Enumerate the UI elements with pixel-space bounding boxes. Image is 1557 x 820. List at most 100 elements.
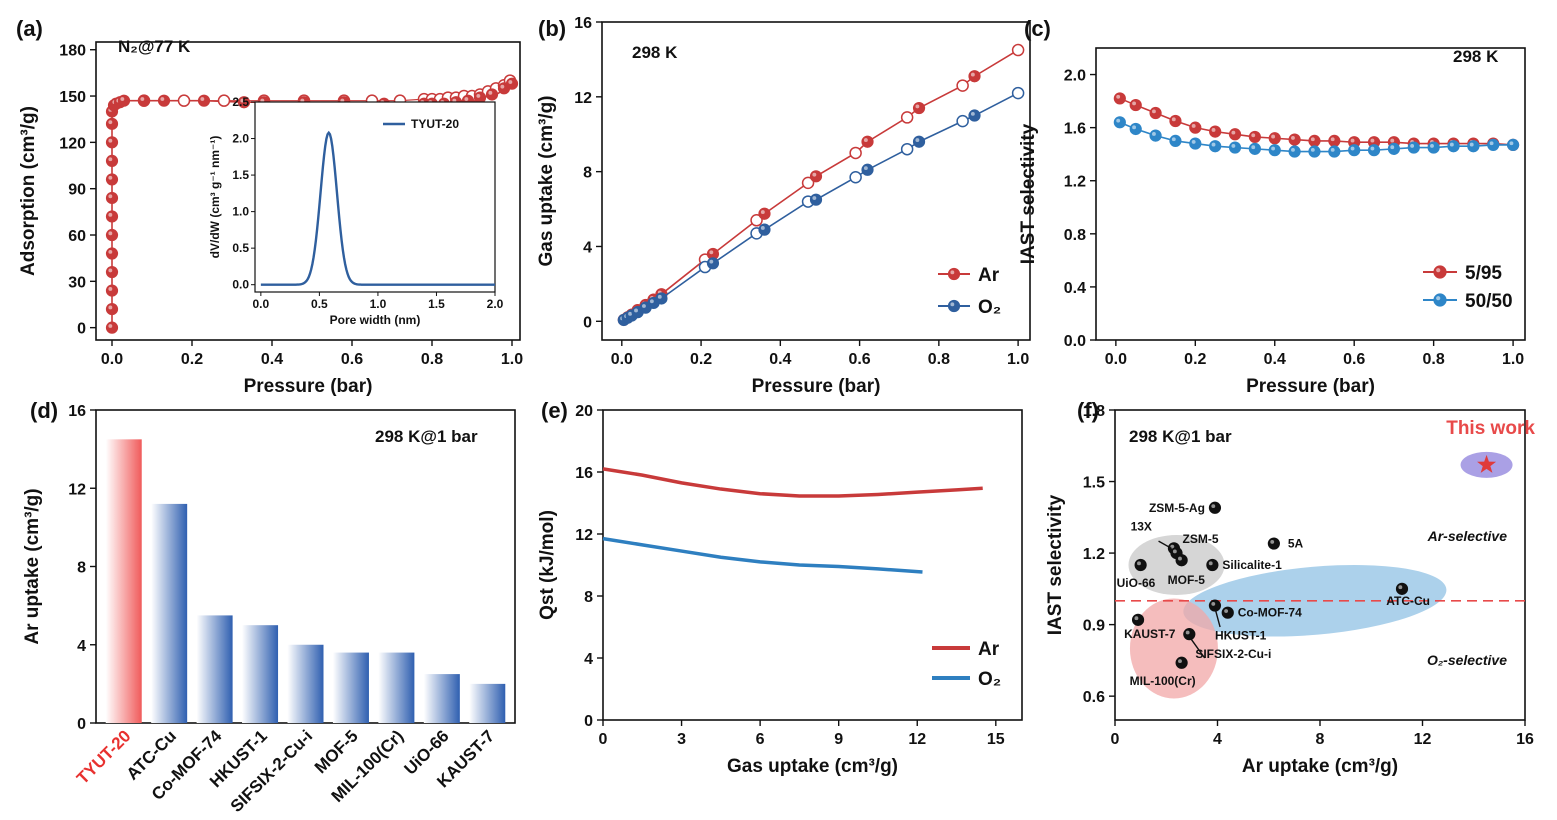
panel-label: (d) — [30, 398, 58, 423]
data-point — [1328, 134, 1341, 148]
adsorption-point — [197, 94, 211, 107]
adsorption-point — [485, 88, 499, 101]
x-tick-label: 0.4 — [1264, 351, 1286, 368]
adsorption-point-highlight — [812, 196, 817, 200]
panel-e: 0 3 6 9 12 15 0 4 8 12 16 20 Gas uptake (cm³/g) Qst (… — [537, 398, 1023, 777]
adsorption-point-highlight — [970, 111, 975, 116]
bar — [151, 503, 188, 723]
x-tick-label: 0.8 — [928, 351, 950, 368]
y-tick-label: 4 — [77, 638, 86, 655]
bar — [287, 644, 324, 723]
adsorption-point-highlight — [970, 72, 975, 77]
y-tick-label: 0 — [77, 321, 86, 338]
data-point-highlight — [1211, 504, 1216, 509]
x-tick-label: 1.0 — [1007, 351, 1029, 368]
point-label: ZSM-5-Ag — [1149, 501, 1205, 515]
data-point-highlight — [1191, 124, 1196, 128]
data-point-highlight — [1449, 142, 1454, 147]
adsorption-point-highlight — [760, 226, 765, 230]
x-tick-label: 6 — [756, 731, 765, 748]
adsorption-point — [968, 109, 981, 122]
region-label: O₂-selective — [1427, 652, 1507, 668]
y-tick-label: 0.6 — [1083, 689, 1105, 706]
series-1: O₂ — [617, 86, 1025, 327]
adsorption-point — [117, 94, 131, 107]
adsorption-point-highlight — [476, 94, 481, 98]
panel-c: 0.0 0.2 0.4 0.6 0.8 1.0 0.0 0.4 0.8 1.2 1.6 2.0 Pres… — [1018, 16, 1526, 397]
legend-marker — [947, 299, 961, 313]
y-tick-label: 1.2 — [1083, 546, 1105, 563]
series-line — [602, 467, 983, 498]
x-tick-label: 12 — [1414, 731, 1432, 748]
y-axis-label: Ar uptake (cm³/g) — [22, 488, 43, 644]
pointer-arrow — [1158, 540, 1172, 549]
desorption-point — [956, 79, 969, 92]
data-point-highlight — [1211, 601, 1216, 606]
y-tick-label: 150 — [59, 89, 86, 106]
y-tick-label: 4 — [583, 239, 592, 256]
x-tick-label: 16 — [1516, 731, 1534, 748]
desorption-point — [801, 176, 815, 190]
adsorption-point — [968, 70, 981, 83]
x-tick-label: 0.0 — [1105, 351, 1127, 368]
data-point-highlight — [1271, 134, 1276, 139]
bar — [196, 615, 233, 723]
adsorption-point — [105, 265, 119, 279]
bar — [332, 652, 369, 723]
data-point — [1268, 132, 1281, 145]
adsorption-point-highlight — [628, 311, 632, 316]
point-label: Silicalite-1 — [1222, 558, 1282, 572]
series-1: 50/50 — [1113, 116, 1520, 312]
adsorption-point — [105, 136, 119, 149]
x-axis-label: Pressure (bar) — [244, 376, 373, 397]
y-axis-label: IAST selectivity — [1045, 494, 1066, 635]
adsorption-point-highlight — [108, 305, 113, 310]
series-line — [623, 92, 1019, 321]
data-point — [1348, 144, 1361, 157]
data-point — [1175, 554, 1188, 567]
inset-x-tick-label: 1.5 — [428, 297, 445, 311]
x-tick-label: 8 — [1316, 731, 1325, 748]
y-tick-label: 16 — [575, 465, 593, 482]
data-point-highlight — [1171, 137, 1176, 142]
x-tick-label: 0.6 — [848, 351, 870, 368]
adsorption-point-highlight — [863, 166, 868, 171]
data-point — [1427, 141, 1440, 154]
x-tick-label: 0.4 — [261, 351, 283, 368]
pointer-arrow — [1214, 607, 1221, 628]
y-tick-label: 16 — [68, 403, 86, 420]
inset-x-tick-label: 2.0 — [487, 297, 504, 311]
x-tick-label: 0.0 — [611, 351, 633, 368]
data-point — [1149, 129, 1162, 142]
data-point-highlight — [1172, 549, 1177, 554]
bar — [423, 674, 460, 723]
adsorption-point-highlight — [649, 299, 654, 304]
y-tick-label: 120 — [59, 135, 86, 152]
adsorption-point-highlight — [160, 97, 165, 101]
data-point-highlight — [1178, 556, 1182, 561]
panel-label: (a) — [16, 16, 43, 41]
y-tick-label: 8 — [583, 165, 592, 182]
x-tick-label: 0.6 — [1343, 351, 1365, 368]
adsorption-point-highlight — [108, 287, 113, 291]
legend-marker-highlight — [1436, 296, 1441, 301]
adsorption-point — [912, 135, 926, 148]
y-tick-label: 4 — [584, 651, 593, 668]
adsorption-point — [861, 163, 874, 176]
y-tick-label: 0 — [77, 716, 86, 733]
data-point — [1149, 106, 1162, 120]
adsorption-point — [105, 228, 119, 242]
data-point-highlight — [1390, 138, 1395, 143]
panel-f: 0 4 8 12 16 0.6 0.9 1.2 1.5 1.8 Ar uptake (cm³/g) I… — [1045, 398, 1535, 777]
adsorption-point-highlight — [108, 120, 113, 125]
adsorption-point-highlight — [709, 250, 714, 255]
legend-label: Ar — [978, 265, 1000, 286]
adsorption-point-highlight — [240, 98, 245, 103]
legend-label: Ar — [978, 639, 1000, 660]
desorption-point — [1011, 43, 1025, 57]
plot-frame — [602, 409, 1023, 721]
x-tick-label: 0.2 — [690, 351, 712, 368]
adsorption-point — [105, 284, 119, 297]
adsorption-point-highlight — [812, 172, 817, 177]
adsorption-point-highlight — [108, 157, 113, 162]
